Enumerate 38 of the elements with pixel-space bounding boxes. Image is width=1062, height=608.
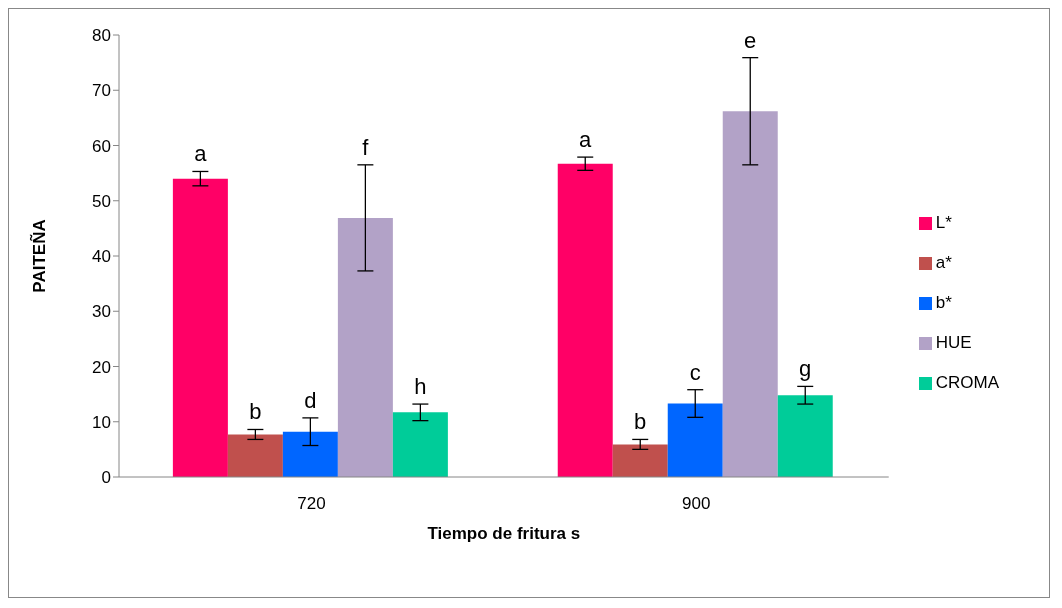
bar <box>722 111 778 477</box>
bar <box>282 431 338 477</box>
data-label: a <box>579 127 593 153</box>
bar <box>392 412 448 477</box>
bar <box>612 444 668 477</box>
data-label: c <box>689 359 701 385</box>
legend-label: a* <box>935 253 952 272</box>
data-label: b <box>249 399 262 425</box>
bar <box>172 178 228 477</box>
data-label: b <box>634 409 647 435</box>
legend-label: L* <box>935 213 952 232</box>
data-label: d <box>304 387 317 413</box>
legend-label: b* <box>935 293 952 312</box>
y-tick-label: 30 <box>92 302 111 322</box>
bar <box>227 434 283 477</box>
data-label: f <box>362 134 370 160</box>
data-label: h <box>414 374 427 400</box>
y-axis-title: PAITEÑA <box>29 219 50 293</box>
bar <box>777 395 833 477</box>
x-axis-title: Tiempo de fritura s <box>427 524 581 543</box>
y-tick-label: 10 <box>92 412 111 432</box>
bar <box>337 217 393 477</box>
bar <box>667 403 723 477</box>
y-tick-label: 20 <box>92 357 111 377</box>
y-tick-label: 50 <box>92 191 111 211</box>
y-tick-label: 0 <box>101 468 111 488</box>
y-tick-label: 60 <box>92 136 111 156</box>
y-tick-label: 70 <box>92 81 111 101</box>
data-label: g <box>799 356 812 382</box>
data-label: e <box>744 27 757 53</box>
x-tick-label: 900 <box>682 494 711 514</box>
bar <box>557 163 613 477</box>
y-tick-label: 40 <box>92 247 111 267</box>
x-tick-label: 720 <box>297 494 326 514</box>
y-tick-label: 80 <box>92 26 111 46</box>
legend-label: HUE <box>935 333 972 352</box>
legend-label: CROMA <box>935 373 999 392</box>
data-label: a <box>194 141 208 167</box>
